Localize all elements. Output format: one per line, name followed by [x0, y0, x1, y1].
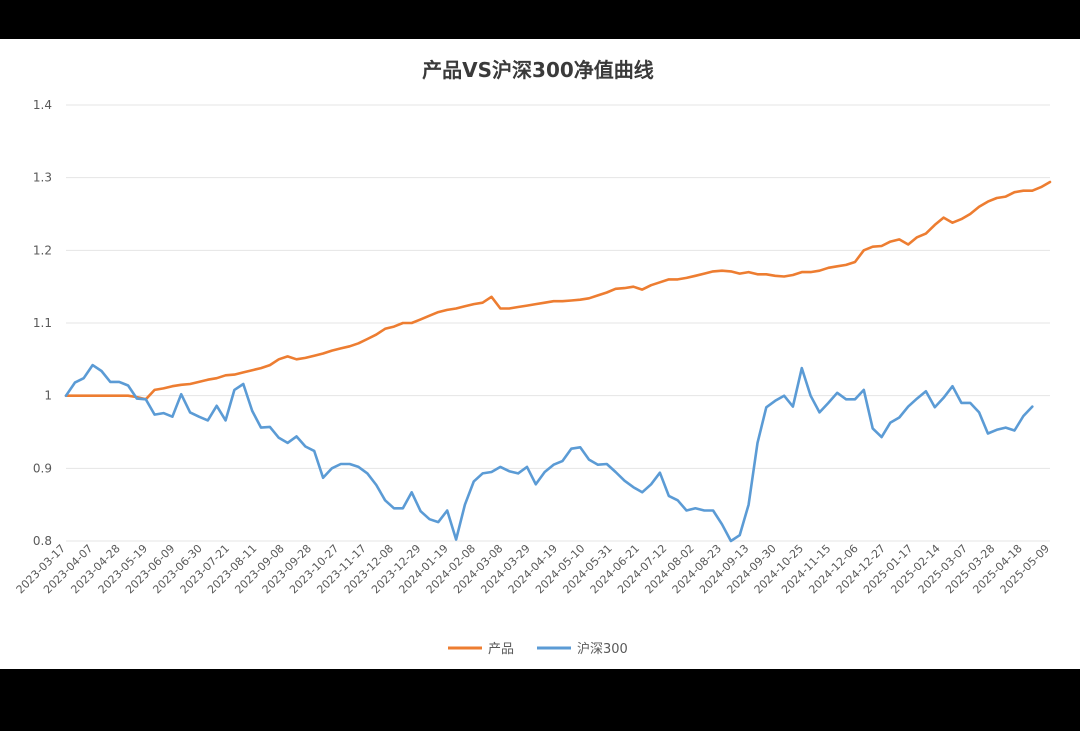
legend-label: 沪深300 [577, 641, 628, 657]
legend-label: 产品 [488, 642, 514, 657]
x-axis: 2023-03-172023-04-072023-04-282023-05-19… [14, 542, 1052, 596]
y-tick-label: 0.8 [33, 534, 52, 548]
chart-canvas: 产品VS沪深300净值曲线 0.8 0.9 1 1.1 1.2 1.3 1.4 2023-0… [0, 39, 1080, 669]
series-lines [64, 180, 1052, 543]
y-tick-label: 0.9 [33, 461, 52, 475]
y-axis: 0.8 0.9 1 1.1 1.2 1.3 1.4 [33, 98, 52, 548]
series-line-csi300 [64, 363, 1034, 543]
line-chart: 产品VS沪深300净值曲线 0.8 0.9 1 1.1 1.2 1.3 1.4 2023-0… [14, 58, 1052, 657]
chart-title: 产品VS沪深300净值曲线 [422, 58, 654, 82]
legend: 产品 沪深300 [448, 641, 628, 657]
series-line-product [64, 180, 1052, 401]
grid [66, 104, 1050, 542]
y-tick-label: 1.3 [33, 171, 52, 185]
y-tick-label: 1.2 [33, 243, 52, 257]
y-tick-label: 1.4 [33, 98, 52, 112]
y-tick-label: 1.1 [33, 316, 52, 330]
y-tick-label: 1 [44, 389, 52, 403]
